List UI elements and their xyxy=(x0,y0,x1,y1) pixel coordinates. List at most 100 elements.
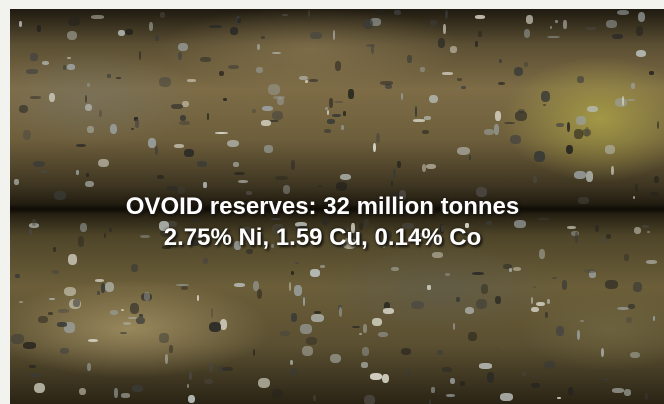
mineral-speckle xyxy=(223,97,227,102)
mineral-speckle xyxy=(296,225,309,233)
mineral-speckle xyxy=(242,226,252,238)
mineral-speckle xyxy=(637,12,646,23)
mineral-speckle xyxy=(253,349,256,357)
mineral-speckle xyxy=(68,254,78,265)
mineral-speckle xyxy=(626,317,633,323)
mineral-speckle xyxy=(22,342,36,349)
mineral-speckle xyxy=(257,44,261,51)
mineral-speckle xyxy=(135,119,139,128)
mineral-speckle xyxy=(341,124,345,130)
mineral-speckle xyxy=(523,28,531,38)
mineral-speckle xyxy=(66,64,76,70)
mineral-speckle xyxy=(373,142,377,152)
mineral-speckle xyxy=(303,297,306,306)
mineral-speckle xyxy=(99,109,102,118)
mineral-speckle xyxy=(586,105,598,113)
mineral-speckle xyxy=(54,190,67,200)
mineral-speckle xyxy=(95,278,105,282)
mineral-speckle xyxy=(58,308,70,313)
mineral-speckle xyxy=(299,76,309,81)
mineral-speckle xyxy=(184,149,195,157)
mineral-speckle xyxy=(219,319,228,331)
mineral-speckle xyxy=(565,144,574,155)
mineral-speckle xyxy=(457,146,471,156)
mineral-speckle xyxy=(177,42,189,52)
mineral-speckle xyxy=(169,345,173,353)
mineral-speckle xyxy=(155,145,159,156)
mineral-speckle xyxy=(393,169,396,180)
mineral-speckle xyxy=(635,49,647,57)
mineral-speckle xyxy=(632,196,636,199)
mineral-speckle xyxy=(510,134,522,144)
mineral-speckle xyxy=(606,20,618,28)
mineral-speckle xyxy=(426,164,437,170)
mineral-speckle xyxy=(178,51,183,60)
mineral-speckle xyxy=(51,269,60,275)
mineral-speckle xyxy=(29,365,36,368)
mineral-speckle xyxy=(626,98,635,102)
mineral-speckle xyxy=(47,311,53,315)
mineral-speckle xyxy=(442,72,454,75)
mineral-speckle xyxy=(408,236,420,240)
mineral-speckle xyxy=(19,300,24,303)
mineral-speckle xyxy=(180,114,187,122)
mineral-speckle xyxy=(420,66,425,73)
mineral-speckle xyxy=(90,14,104,19)
mineral-speckle xyxy=(552,276,558,280)
mineral-speckle xyxy=(109,310,118,316)
mineral-speckle xyxy=(310,269,320,278)
mineral-speckle xyxy=(494,295,501,304)
mineral-speckle xyxy=(574,129,584,139)
mineral-speckle xyxy=(612,33,624,39)
mineral-speckle xyxy=(381,373,390,384)
mineral-speckle xyxy=(582,129,592,136)
mineral-speckle xyxy=(246,190,252,196)
mineral-speckle xyxy=(541,91,551,102)
mineral-speckle xyxy=(29,228,33,236)
mineral-speckle xyxy=(433,234,442,244)
mineral-speckle xyxy=(226,139,240,148)
mineral-speckle xyxy=(407,55,412,63)
mineral-speckle xyxy=(363,219,370,227)
mineral-speckle xyxy=(119,332,128,335)
mineral-speckle xyxy=(256,288,263,300)
mineral-speckle xyxy=(449,46,458,53)
mineral-speckle xyxy=(289,368,298,376)
mineral-speckle xyxy=(633,227,642,235)
mineral-speckle xyxy=(262,106,274,112)
mineral-speckle xyxy=(32,218,36,227)
mineral-speckle xyxy=(160,227,172,237)
mineral-speckle xyxy=(319,264,325,269)
mineral-speckle xyxy=(630,351,641,359)
mineral-speckle xyxy=(504,121,516,124)
mineral-speckle xyxy=(617,9,630,16)
mineral-speckle xyxy=(512,266,522,271)
mineral-speckle xyxy=(217,366,223,374)
mineral-speckle xyxy=(514,219,526,228)
mineral-speckle xyxy=(131,263,138,272)
mineral-speckle xyxy=(497,82,506,86)
mineral-speckle xyxy=(649,70,654,76)
mineral-speckle xyxy=(109,227,113,232)
mineral-speckle xyxy=(557,396,561,399)
mineral-speckle xyxy=(429,94,438,104)
mineral-speckle xyxy=(332,114,341,118)
mineral-speckle xyxy=(335,61,342,71)
mineral-speckle xyxy=(627,303,635,309)
mineral-speckle xyxy=(166,220,177,228)
mineral-speckle xyxy=(391,191,399,202)
mineral-speckle xyxy=(264,144,274,153)
mineral-speckle xyxy=(240,232,245,241)
mineral-speckle xyxy=(144,292,150,301)
mineral-speckle xyxy=(98,158,109,168)
mineral-speckle xyxy=(484,128,494,135)
mineral-speckle xyxy=(580,320,585,323)
mineral-speckle xyxy=(601,238,606,243)
mineral-speckle xyxy=(115,77,121,80)
mineral-speckle xyxy=(222,366,233,371)
mineral-speckle xyxy=(515,111,528,121)
mineral-speckle xyxy=(614,98,628,108)
mineral-speckle xyxy=(476,298,488,309)
mineral-speckle xyxy=(478,363,492,369)
